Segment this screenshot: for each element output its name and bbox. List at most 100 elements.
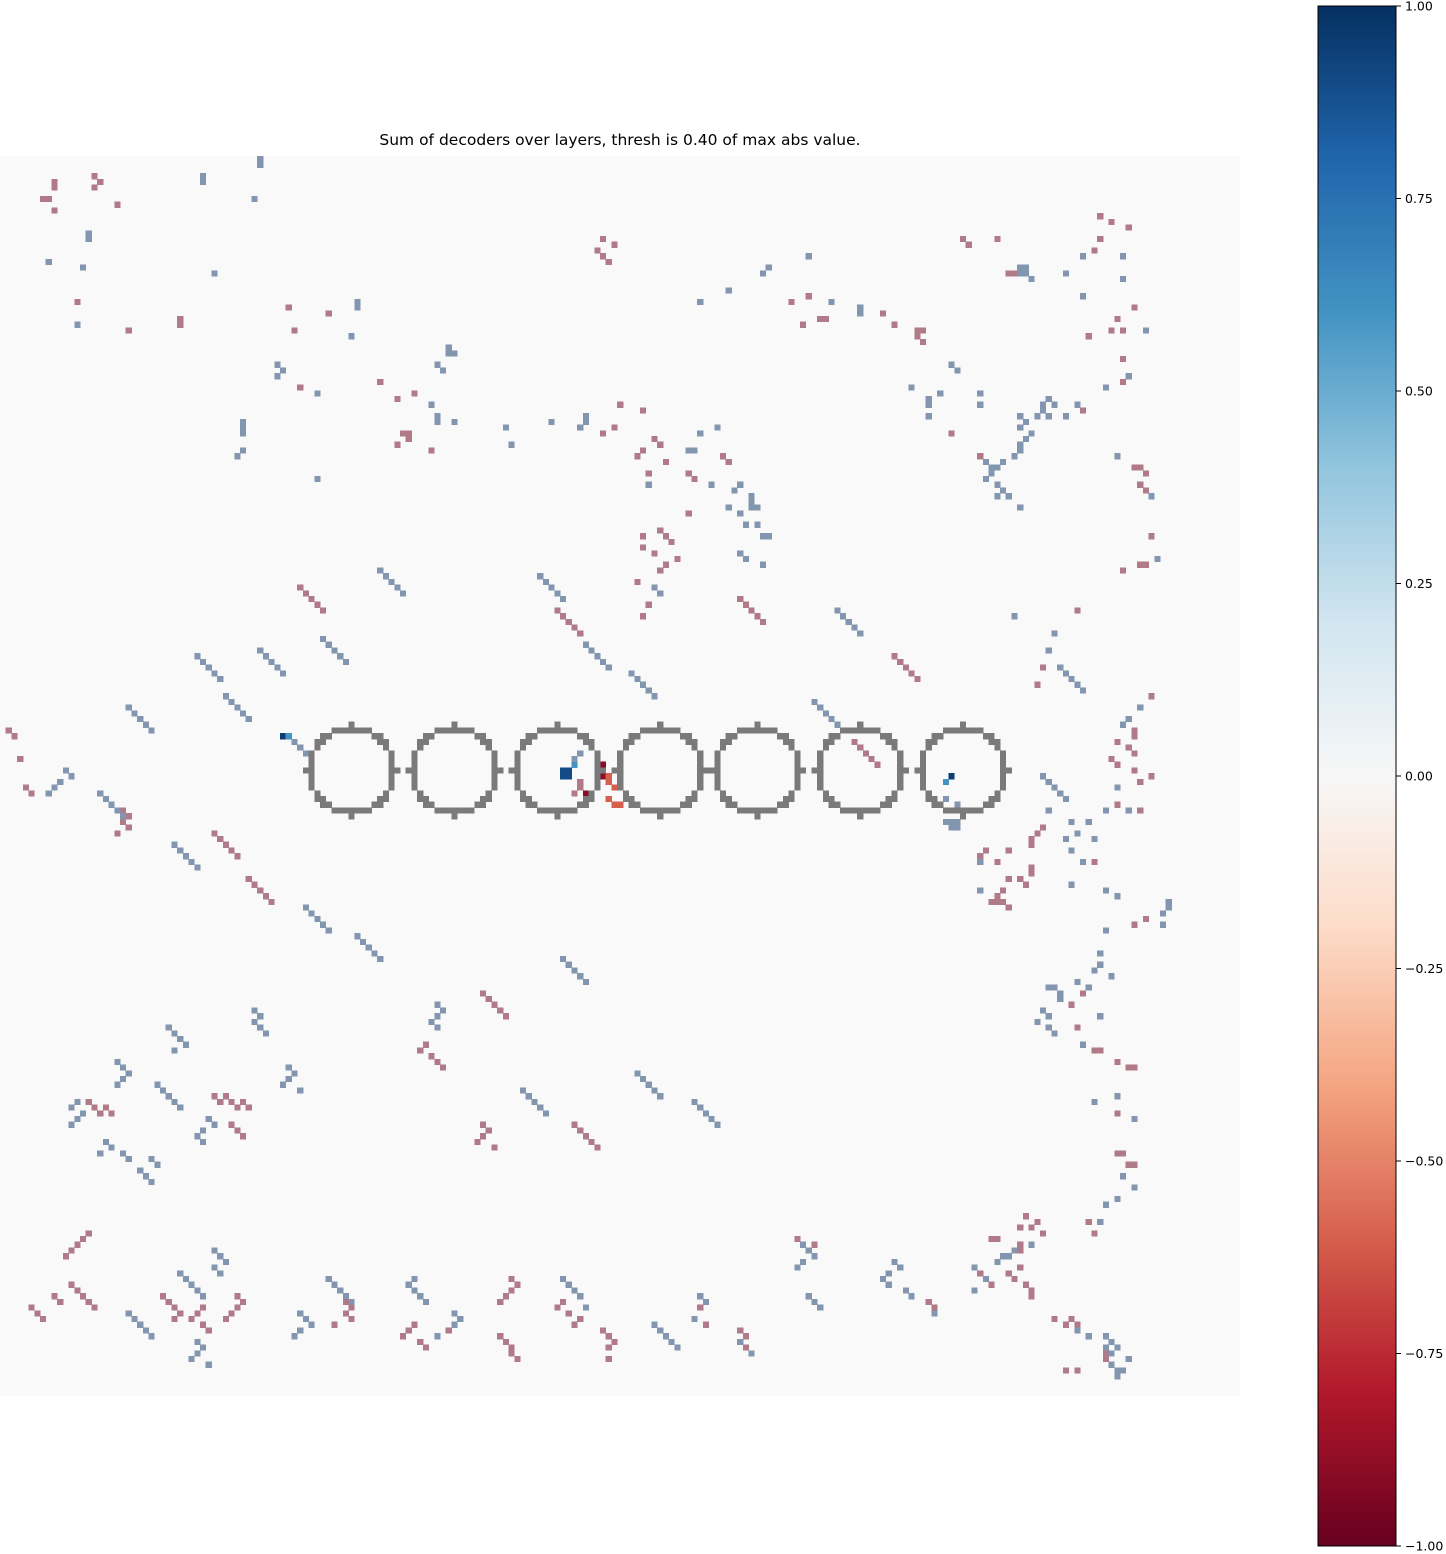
heatmap-cell — [582, 641, 589, 648]
heatmap-cell — [577, 750, 584, 757]
heatmap-cell — [34, 1310, 41, 1317]
heatmap-cell — [1108, 1361, 1115, 1368]
heatmap-cell — [1045, 1013, 1052, 1020]
heatmap-cell — [885, 1281, 892, 1288]
heatmap-cell — [857, 744, 864, 751]
heatmap-cell — [1148, 533, 1155, 540]
heatmap-cell — [320, 607, 327, 614]
heatmap-cell — [1017, 447, 1024, 454]
heatmap-cell — [280, 1081, 287, 1088]
heatmap-cell — [217, 676, 224, 683]
heatmap-cell — [85, 230, 92, 237]
heatmap-cell — [434, 1333, 441, 1340]
heatmap-cell — [982, 847, 989, 854]
heatmap-cell — [1114, 1110, 1121, 1117]
heatmap-cell — [502, 424, 509, 431]
heatmap-cell — [182, 853, 189, 860]
heatmap-cell — [480, 990, 487, 997]
heatmap-cell — [331, 1321, 338, 1328]
heatmap-cell — [857, 310, 864, 317]
heatmap-cell — [251, 1018, 258, 1025]
heatmap-cell — [302, 590, 309, 597]
heatmap-cell — [605, 778, 612, 785]
heatmap-cell — [222, 1316, 229, 1323]
heatmap-cell — [114, 1081, 121, 1088]
heatmap-cell — [91, 184, 98, 191]
heatmap-cell — [1005, 1270, 1012, 1277]
heatmap-cell — [925, 396, 932, 403]
heatmap-cell — [114, 1058, 121, 1065]
heatmap-cell — [314, 390, 321, 397]
heatmap-cell — [988, 898, 995, 905]
heatmap-cell — [697, 1104, 704, 1111]
heatmap-cell — [1120, 378, 1127, 385]
heatmap-cell — [240, 418, 247, 425]
heatmap-cell — [240, 430, 247, 437]
heatmap-cell — [594, 1144, 601, 1151]
heatmap-cell — [645, 470, 652, 477]
heatmap-cell — [1017, 1264, 1024, 1271]
heatmap-cell — [1108, 1338, 1115, 1345]
heatmap-cell — [737, 550, 744, 557]
heatmap-cell — [760, 270, 767, 277]
heatmap-cell — [565, 961, 572, 968]
heatmap-cell — [645, 1081, 652, 1088]
heatmap-cell — [554, 590, 561, 597]
heatmap-cell — [994, 1236, 1001, 1243]
heatmap-cell — [748, 493, 755, 500]
heatmap-cell — [91, 173, 98, 180]
heatmap-cell — [1131, 727, 1138, 734]
heatmap-cell — [348, 1304, 355, 1311]
heatmap-cell — [994, 493, 1001, 500]
heatmap-cell — [1085, 984, 1092, 991]
heatmap-cell — [634, 1070, 641, 1077]
heatmap-cell — [297, 744, 304, 751]
heatmap-cell — [165, 1093, 172, 1100]
heatmap-cell — [314, 916, 321, 923]
heatmap-cell — [1068, 1001, 1075, 1008]
heatmap-cell — [257, 887, 264, 894]
heatmap-cell — [268, 658, 275, 665]
heatmap-cell — [600, 253, 607, 260]
heatmap-cell — [1114, 1058, 1121, 1065]
heatmap-cell — [1154, 556, 1161, 563]
heatmap-cell — [1142, 561, 1149, 568]
heatmap-cell — [1114, 1373, 1121, 1380]
heatmap-cell — [240, 424, 247, 431]
heatmap-cell — [165, 1298, 172, 1305]
heatmap-cell — [194, 1310, 201, 1317]
heatmap-cell — [977, 401, 984, 408]
heatmap-cell — [142, 721, 149, 728]
heatmap-cell — [434, 1024, 441, 1031]
heatmap-cell — [605, 796, 612, 803]
heatmap-cell — [497, 1007, 504, 1014]
heatmap-cell — [588, 1138, 595, 1145]
heatmap-cell — [748, 504, 755, 511]
heatmap-cell — [605, 258, 612, 265]
heatmap-cell — [125, 704, 132, 711]
heatmap-cell — [811, 1241, 818, 1248]
heatmap-cell — [188, 1356, 195, 1363]
heatmap-cell — [1022, 1281, 1029, 1288]
heatmap-cell — [605, 664, 612, 671]
heatmap-cell — [125, 327, 132, 334]
heatmap-cell — [925, 1298, 932, 1305]
heatmap-cell — [74, 321, 81, 328]
heatmap-cell — [942, 778, 949, 785]
heatmap-cell — [74, 1287, 81, 1294]
heatmap-cell — [1080, 687, 1087, 694]
heatmap-cell — [297, 1310, 304, 1317]
heatmap-cell — [817, 704, 824, 711]
heatmap-cell — [382, 573, 389, 580]
heatmap-cell — [600, 658, 607, 665]
heatmap-cell — [1080, 858, 1087, 865]
heatmap-cell — [1137, 807, 1144, 814]
heatmap-cell — [1005, 1253, 1012, 1260]
heatmap-cell — [708, 481, 715, 488]
heatmap-cell — [611, 801, 618, 808]
heatmap-cell — [914, 333, 921, 340]
heatmap-cell — [68, 1121, 75, 1128]
heatmap-cell — [600, 773, 607, 780]
heatmap-cell — [657, 441, 664, 448]
heatmap-cell — [45, 790, 52, 797]
